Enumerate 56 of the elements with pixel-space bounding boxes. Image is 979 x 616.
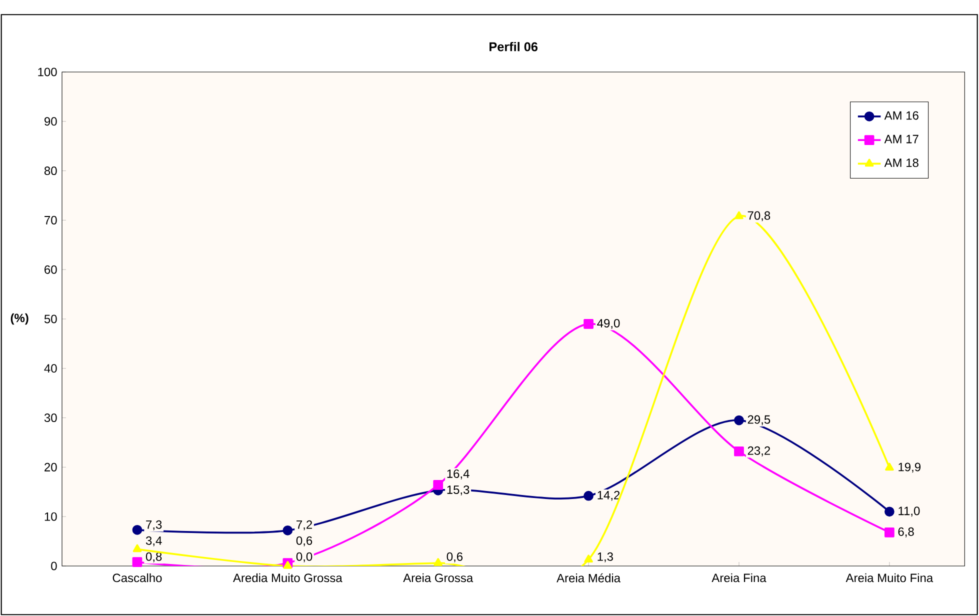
point (584, 554, 593, 562)
y-tick-label: 50 (44, 314, 57, 324)
data-label: 1,3 (598, 552, 613, 562)
y-tick-label: 80 (44, 166, 57, 176)
point (734, 415, 744, 426)
point (433, 480, 444, 490)
data-label: 23,2 (748, 446, 770, 456)
x-tick-label: Areia Grossa (403, 573, 474, 582)
point (885, 462, 894, 471)
point (884, 506, 894, 517)
data-label: 16,4 (447, 469, 470, 480)
point (132, 524, 142, 535)
point (434, 558, 443, 566)
data-label: 29,5 (748, 415, 770, 426)
data-label: 11,0 (898, 506, 920, 517)
x-tick-label: Aredia Muito Grossa (233, 573, 342, 582)
point (283, 561, 292, 569)
data-label: 15,3 (447, 485, 470, 496)
point (584, 318, 594, 329)
data-label: 3,4 (146, 536, 162, 546)
y-tick-label: 100 (38, 68, 57, 76)
data-label: 49,0 (597, 318, 620, 329)
point (734, 211, 744, 220)
y-tick-label: 20 (44, 462, 57, 472)
point (282, 525, 293, 536)
point (734, 446, 744, 456)
y-tick-label: 0 (51, 562, 57, 570)
x-tick-label: Areia Fina (712, 573, 766, 582)
point (584, 490, 594, 501)
y-tick-label: 60 (44, 265, 57, 274)
y-tick-label: 10 (44, 512, 57, 521)
data-label: 7,2 (296, 520, 312, 530)
y-axis-title: (%) (10, 313, 28, 325)
point (884, 527, 894, 538)
data-label: 0,0 (296, 552, 312, 562)
y-tick-label: 90 (44, 117, 57, 126)
data-label: 0,8 (146, 552, 162, 562)
chart-title: Perfil 06 (490, 42, 538, 52)
point (132, 557, 142, 567)
legend-label: AM 17 (884, 134, 918, 144)
x-tick-label: Areia Muito Fina (846, 573, 934, 582)
data-label: 19,9 (898, 462, 920, 473)
y-tick-label: 30 (44, 414, 57, 422)
x-tick-label: Cascalho (112, 573, 162, 582)
data-label: 0,6 (296, 536, 312, 546)
data-label: 14,2 (598, 490, 620, 501)
x-tick-label: Areia Média (556, 573, 621, 582)
y-tick-label: 70 (44, 216, 57, 224)
legend-label: AM 18 (884, 158, 918, 168)
legend-label: AM 16 (884, 111, 918, 120)
data-label: 70,8 (748, 211, 770, 222)
data-label: 6,8 (898, 527, 914, 538)
data-label: 0,6 (446, 552, 463, 562)
data-label: 7,3 (146, 520, 162, 530)
point (132, 544, 142, 552)
y-tick-label: 40 (44, 364, 57, 373)
